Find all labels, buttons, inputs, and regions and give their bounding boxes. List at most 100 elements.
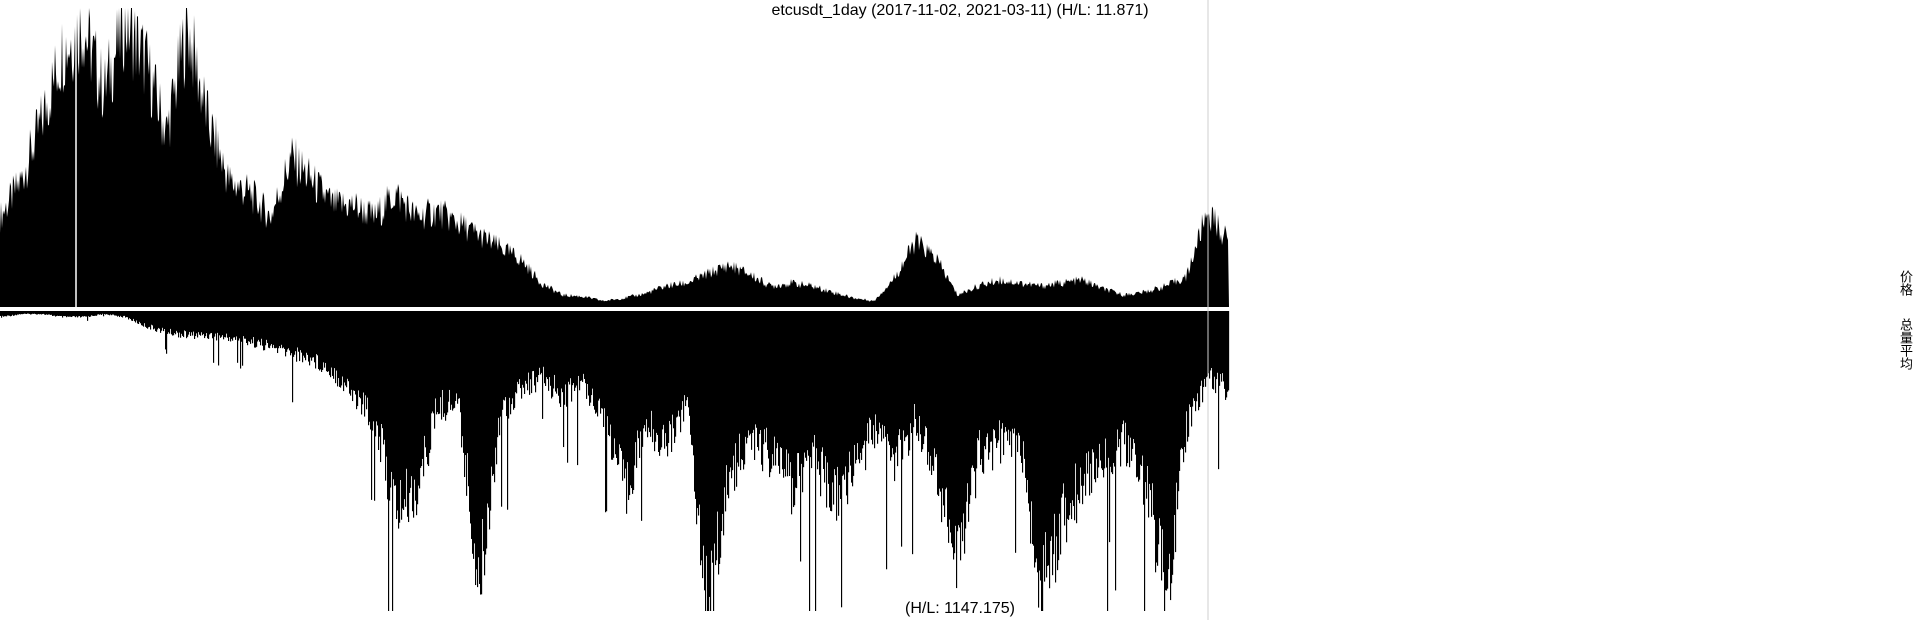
volume-bar [811, 311, 813, 469]
volume-bar [987, 311, 989, 434]
volume-bar [137, 311, 139, 324]
volume-bar [18, 311, 20, 315]
volume-bar [976, 311, 978, 469]
volume-bar [636, 311, 638, 468]
volume-bar [596, 311, 598, 413]
volume-bar [385, 311, 387, 481]
volume-bar [989, 311, 991, 453]
volume-bar [517, 311, 519, 382]
volume-bar [27, 311, 29, 314]
volume-bar [157, 311, 159, 330]
volume-bar [493, 311, 495, 475]
volume-bar [391, 311, 393, 472]
volume-bar [583, 311, 585, 374]
volume-bar [400, 311, 402, 480]
volume-bar [243, 311, 245, 337]
volume-bar [901, 311, 903, 547]
volume-bar [805, 311, 807, 458]
volume-bar [523, 311, 525, 388]
volume-bar [756, 311, 758, 428]
volume-bar [717, 311, 719, 512]
volume-bar [94, 311, 96, 316]
volume-bar [256, 311, 258, 347]
volume-bar [179, 311, 181, 333]
volume-bar [97, 311, 99, 315]
volume-bar [1040, 311, 1042, 581]
volume-bar [274, 311, 276, 349]
volume-bar [328, 311, 330, 372]
volume-bar [625, 311, 627, 469]
volume-bar [716, 311, 718, 561]
volume-bar [723, 311, 725, 536]
volume-bar [104, 311, 106, 315]
volume-bar [643, 311, 645, 429]
volume-bar [724, 311, 726, 488]
volume-bar [1063, 311, 1065, 484]
volume-bar [1043, 311, 1045, 546]
volume-bar [782, 311, 784, 470]
volume-bar [867, 311, 869, 424]
volume-bar [194, 311, 196, 339]
volume-bar [500, 311, 502, 417]
volume-bar [99, 311, 101, 315]
volume-bar [471, 311, 473, 539]
volume-bar [457, 311, 459, 404]
volume-bar [739, 311, 741, 434]
volume-bar [621, 311, 623, 451]
volume-bar [1080, 311, 1082, 468]
volume-bar [42, 311, 44, 314]
volume-bar [953, 311, 955, 560]
volume-bar [657, 311, 659, 435]
volume-bar [62, 311, 64, 318]
volume-bar [999, 311, 1001, 421]
volume-bar [712, 311, 714, 563]
volume-bar [83, 311, 85, 317]
volume-bar [1092, 311, 1094, 450]
volume-bar [370, 311, 372, 430]
volume-bar [1200, 311, 1202, 386]
volume-bar [820, 311, 822, 497]
volume-bar [458, 311, 460, 399]
volume-bar [363, 311, 365, 393]
volume-bar [610, 311, 612, 425]
volume-bar [440, 311, 442, 398]
volume-bar [1049, 311, 1051, 589]
volume-bar [802, 311, 804, 493]
volume-bar [47, 311, 49, 315]
volume-bar [612, 311, 614, 460]
volume-bar [1016, 311, 1018, 436]
volume-bar [914, 311, 916, 404]
volume-bar [181, 311, 183, 334]
volume-bar [485, 311, 487, 555]
volume-bar [950, 311, 952, 533]
volume-bar [142, 311, 144, 326]
volume-bar [372, 311, 374, 431]
volume-bar [800, 311, 802, 562]
volume-bar [1079, 311, 1081, 504]
volume-bar [544, 311, 546, 384]
volume-bar [463, 311, 465, 453]
volume-bar [828, 311, 830, 484]
volume-bar [778, 311, 780, 466]
volume-bar [850, 311, 852, 466]
volume-bar [87, 311, 89, 321]
volume-bar [722, 311, 724, 514]
volume-bar [533, 311, 535, 371]
volume-bar [804, 311, 806, 453]
volume-bar [993, 311, 995, 430]
volume-bar [1197, 311, 1199, 394]
volume-bar [1072, 311, 1074, 501]
volume-bar [978, 311, 980, 441]
volume-bar [827, 311, 829, 463]
volume-bar [57, 311, 59, 316]
volume-bar [816, 311, 818, 449]
volume-bar [382, 311, 384, 429]
volume-bar [504, 311, 506, 401]
volume-bar [221, 311, 223, 337]
volume-bar [44, 311, 46, 315]
volume-bar [456, 311, 458, 394]
volume-bar [604, 311, 606, 409]
volume-bar [115, 311, 117, 316]
volume-bar [934, 311, 936, 449]
volume-bar [521, 311, 523, 399]
